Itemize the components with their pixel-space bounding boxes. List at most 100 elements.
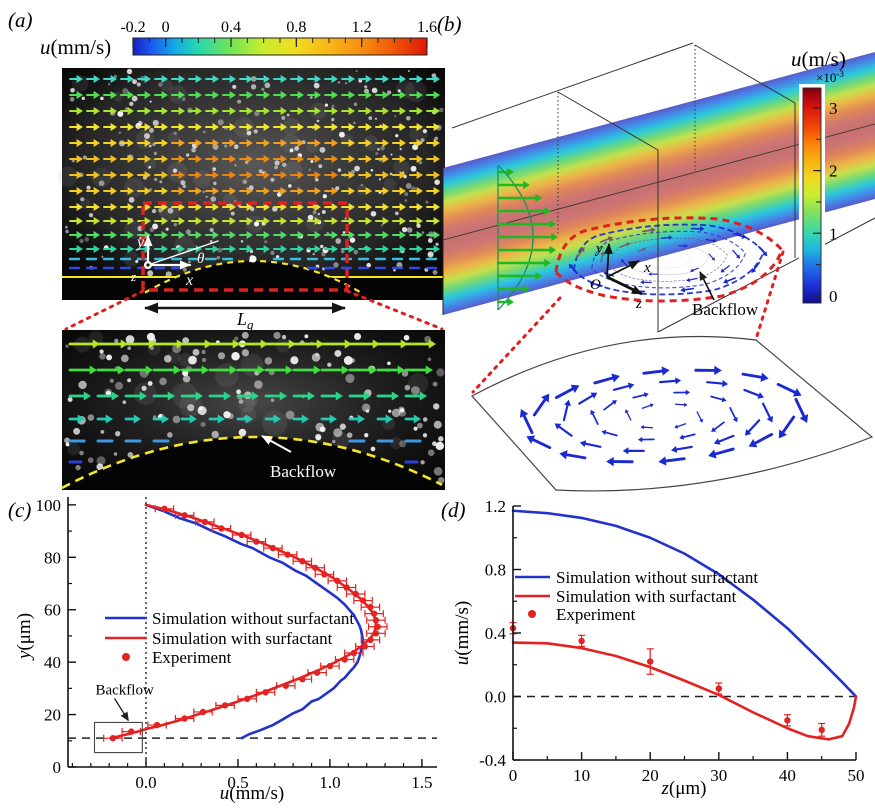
svg-text:-0.4: -0.4	[479, 751, 506, 770]
patch-outline	[471, 335, 874, 492]
colorbar-b	[802, 87, 822, 304]
svg-text:10: 10	[573, 766, 590, 785]
svg-text:0: 0	[162, 19, 170, 36]
svg-text:30: 30	[710, 766, 727, 785]
svg-text:1.5: 1.5	[411, 773, 432, 792]
svg-text:-0.2: -0.2	[120, 19, 145, 36]
svg-text:1.2: 1.2	[485, 497, 506, 516]
zoom-connector-left	[64, 289, 145, 331]
y-axis-arrow-b	[603, 243, 613, 278]
legend-label-experiment-d: Experiment	[556, 605, 636, 624]
cap-outline	[554, 216, 784, 303]
svg-text:3: 3	[829, 99, 838, 118]
chart-c-plot: 0.0 0.5 1.0 1.5 0 20 40 60 80 100 Backflow	[36, 496, 437, 792]
svg-text:60: 60	[44, 601, 61, 620]
legend-marker-experiment-d	[528, 610, 536, 618]
svg-text:0: 0	[53, 758, 62, 777]
chart-d-legend: Simulation without surfactant Simulation…	[515, 568, 758, 624]
panel-b-label: (b)	[437, 12, 462, 36]
svg-text:20: 20	[44, 706, 61, 725]
panel-c-label: (c)	[8, 498, 31, 522]
svg-text:80: 80	[44, 548, 61, 567]
x-axis-arrow-b	[606, 260, 640, 278]
colorbar-b-ticks: 0 1 2 3	[813, 99, 838, 306]
colorbar-b-multiplier: ×10-3	[816, 69, 844, 85]
chart-d-ylabel: u(mm/s)	[452, 601, 473, 665]
svg-text:0.5: 0.5	[227, 773, 248, 792]
z-axis-label-a: z	[130, 269, 136, 284]
chart-d-xlabel: z(μm)	[660, 778, 706, 799]
coordinate-frame-b	[603, 243, 643, 296]
patch-circulation-arrows	[519, 365, 809, 467]
profile-arrows	[496, 167, 558, 307]
zoom-region-box	[141, 201, 349, 292]
zoom-connector-right	[345, 289, 444, 331]
piv-vector-field-main	[68, 75, 440, 270]
domain-wireframe	[451, 42, 875, 333]
legend-label-without: Simulation without surfactant	[152, 609, 354, 628]
svg-text:1: 1	[829, 224, 838, 243]
panel-a: (a) u(mm/s) -0.2 0 0.4 0.8 1.2 1.6 y	[8, 8, 445, 490]
svg-text:0: 0	[829, 287, 838, 306]
tracer-particles-main	[57, 68, 444, 278]
origin-label-b: O	[590, 277, 601, 293]
svg-text:20: 20	[642, 766, 659, 785]
legend-label-without-d: Simulation without surfactant	[556, 568, 758, 587]
svg-text:0.4: 0.4	[221, 19, 241, 36]
svg-text:Backflow: Backflow	[95, 682, 153, 698]
legend-label-with: Simulation with surfactant	[152, 629, 333, 648]
chart-c-xlabel: u(mm/s)	[220, 783, 284, 804]
theta-label: θ	[197, 251, 205, 267]
bubble-cap	[554, 216, 784, 303]
colorbar-a-title: u(mm/s)	[40, 35, 111, 59]
piv-image-inset: Backflow	[61, 330, 445, 490]
piv-image-main: y x z θ	[57, 68, 445, 300]
svg-text:0.8: 0.8	[485, 561, 506, 580]
y-label-b: y	[594, 241, 603, 257]
svg-text:40: 40	[44, 653, 61, 672]
legend-label-with-d: Simulation with surfactant	[556, 587, 737, 606]
panel-d-label: (d)	[441, 498, 466, 522]
chart-c-ylabel: y(μm)	[14, 613, 35, 661]
svg-text:0.8: 0.8	[286, 19, 306, 36]
colorbar-b-title: u(m/s)	[791, 47, 846, 71]
chart-d-plot: 0 10 20 30 40 50 -0.4 0.0 0.4 0.8 1.2	[479, 497, 864, 785]
z-label-b: z	[635, 296, 642, 312]
interface-apex-marker	[249, 255, 257, 263]
origin-dot	[146, 263, 150, 267]
svg-text:0: 0	[509, 766, 518, 785]
legend-marker-experiment	[122, 653, 130, 661]
backflow-arrow-b	[699, 271, 715, 301]
inset-bubble-region	[62, 437, 445, 490]
svg-text:1.6: 1.6	[417, 19, 437, 36]
colorbar-a-ticks: -0.2 0 0.4 0.8 1.2 1.6	[120, 19, 437, 47]
cap-recirculation-loops	[568, 223, 768, 296]
piv-vector-field-inset	[68, 339, 436, 464]
panel-c: (c) 0.0 0.5 1.0 1.5 0 20 40 60 80 100 Backflow u(m…	[8, 496, 437, 804]
svg-text:1.0: 1.0	[319, 773, 340, 792]
y-axis-label-a: y	[135, 234, 145, 251]
gap-length-label: Lg	[236, 309, 254, 332]
svg-text:0.0: 0.0	[485, 688, 506, 707]
legend-label-experiment: Experiment	[152, 648, 232, 667]
backflow-label-a: Backflow	[270, 462, 337, 481]
svg-text:0.0: 0.0	[135, 773, 156, 792]
patch-connector-right	[755, 250, 785, 338]
interface-patch	[471, 335, 874, 492]
inlet-velocity-profile	[496, 164, 558, 311]
panel-d: (d) 0 10 20 30 40 50 -0.4 0.0 0.4 0.8 1.2 z(μm) u(…	[441, 497, 865, 799]
panel-b: (b)	[437, 12, 875, 492]
coordinate-frame-a	[143, 234, 219, 270]
inset-interface-arc	[61, 435, 443, 490]
x-axis-label-a: x	[185, 272, 193, 289]
svg-text:2: 2	[829, 162, 838, 181]
z-axis-arrow-b	[606, 275, 643, 296]
svg-text:0.4: 0.4	[485, 624, 507, 643]
chart-c-legend: Simulation without surfactant Simulation…	[105, 609, 354, 667]
svg-text:1.2: 1.2	[352, 19, 372, 36]
svg-text:100: 100	[36, 496, 62, 515]
backflow-arrow-a	[261, 435, 292, 453]
x-label-b: x	[643, 260, 651, 276]
